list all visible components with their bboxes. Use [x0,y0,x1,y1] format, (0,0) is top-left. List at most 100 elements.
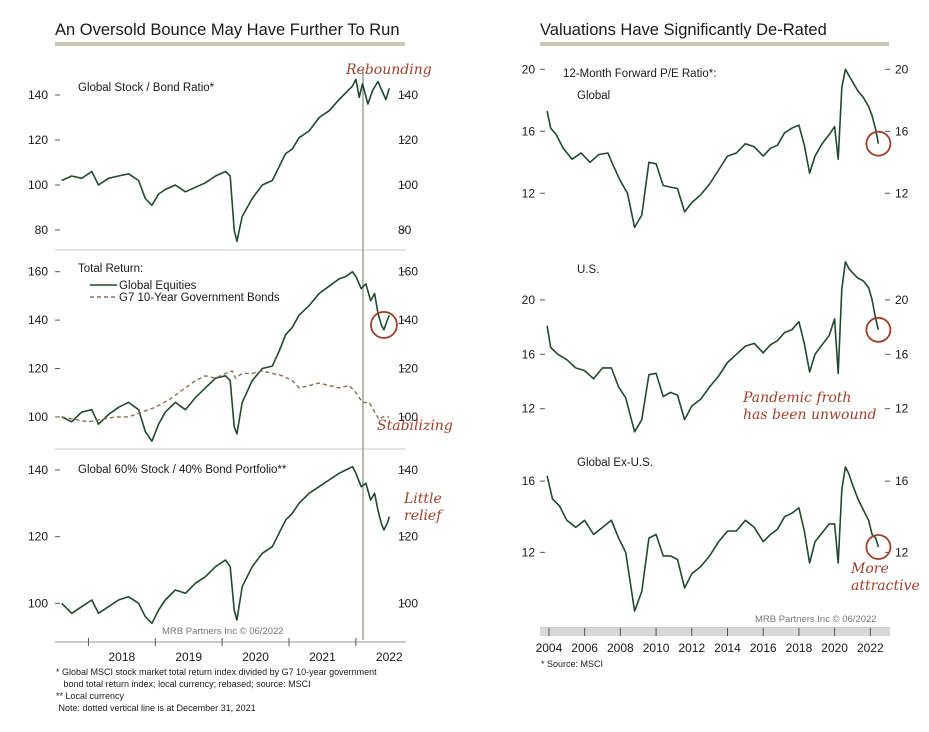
x-tick-label: 2004 [536,641,563,655]
us-pe-chart: U.S. 12 12 16 16 20 20 Pandemic froth has been … [522,260,909,433]
y-tick-label-right: 160 [398,265,418,279]
equities-series-line [546,68,880,229]
global-pe-chart: 12-Month Forward P/E Ratio*: Global 12 12… [522,62,909,229]
equities-series-line [546,260,880,433]
left-x-ticks: 2018 2019 2020 2021 2022 [87,638,403,664]
right-panel-title: Valuations Have Significantly De-Rated [540,21,827,39]
left-copyright: MRB Partners Inc © 06/2022 [162,626,284,637]
highlight-circle [865,316,892,343]
y-tick-label-right: 80 [398,223,412,237]
x-tick-label: 2006 [571,641,598,655]
annotation-text: More attractive [850,561,920,594]
annotation-line: More [850,561,889,577]
x-tick-label: 2019 [175,650,202,664]
footnote-4: Note: dotted vertical line is at Decembe… [56,703,256,713]
right-panel: Valuations Have Significantly De-Rated 2… [522,21,920,669]
y-tick-label-left: 120 [28,530,48,544]
left-title-rule [55,42,405,46]
right-title-rule [540,42,889,46]
x-tick-label: 2018 [109,650,136,664]
legend-bonds-label: G7 10-Year Government Bonds [119,292,280,304]
left-panel-title: An Oversold Bounce May Have Further To R… [55,21,400,39]
total-return-title: Total Return: [78,263,143,275]
global-ex-us-pe-chart: Global Ex-U.S. 12 12 16 16 More attractive [522,457,920,612]
y-tick-label-left: 120 [28,362,48,376]
y-tick-label-right: 12 [895,402,909,416]
pe-chart-title: 12-Month Forward P/E Ratio*: [563,68,716,80]
y-tick-label-right: 100 [398,596,418,610]
y-tick-label-left: 16 [522,474,536,488]
x-tick-label: 2010 [643,641,670,655]
portfolio-60-40-chart: Global 60% Stock / 40% Bond Portfolio** … [28,463,444,625]
annotation-text: Little relief [403,491,444,524]
y-tick-label-left: 20 [522,62,536,76]
total-return-chart: Total Return: Global Equities G7 10-Year… [28,263,453,443]
equities-series-line [546,466,880,612]
highlight-circle [865,130,892,157]
y-tick-label-right: 12 [895,186,909,200]
annotation-line: relief [404,508,444,524]
y-tick-label-right: 16 [895,474,909,488]
y-tick-label-right: 20 [895,293,909,307]
y-tick-label-left: 140 [28,313,48,327]
y-tick-label-left: 140 [28,463,48,477]
y-tick-label-right: 120 [398,530,418,544]
y-tick-label-right: 140 [398,313,418,327]
x-tick-label: 2020 [242,650,269,664]
y-tick-label-left: 12 [522,186,536,200]
y-tick-label-right: 140 [398,463,418,477]
x-tick-label: 2016 [750,641,777,655]
equities-series-line [61,78,391,243]
y-tick-label-left: 100 [28,410,48,424]
bonds-series-line [61,370,390,423]
annotation-text: Rebounding [345,62,432,78]
us-pe-title: U.S. [577,264,599,276]
footnote-2: bond total return index; local currency;… [56,679,311,689]
annotation-line: Rebounding [345,62,432,78]
stock-bond-ratio-chart: Global Stock / Bond Ratio* 80 80 100 100 120… [28,62,432,243]
right-copyright: MRB Partners Inc © 06/2022 [755,614,877,625]
y-tick-label-right: 16 [895,347,909,361]
highlight-circle [370,311,398,339]
x-tick-label: 2020 [821,641,848,655]
annotation-text: Stabilizing [377,418,453,434]
annotation-text: Pandemic froth has been unwound [742,390,876,423]
stock-bond-ratio-title: Global Stock / Bond Ratio* [78,82,215,94]
x-tick-label: 2018 [786,641,813,655]
y-tick-label-left: 12 [522,402,536,416]
footnote-3: ** Local currency [56,691,125,701]
y-tick-label-right: 12 [895,545,909,559]
right-x-axis-band [540,628,890,636]
global-pe-subtitle: Global [577,90,610,102]
annotation-line: Little [403,491,442,507]
y-tick-label-left: 20 [522,293,536,307]
y-tick-label-left: 120 [28,133,48,147]
x-tick-label: 2022 [376,650,403,664]
equities-series-line [61,465,391,625]
y-tick-label-right: 100 [398,178,418,192]
y-tick-label-right: 16 [895,124,909,138]
y-tick-label-left: 140 [28,88,48,102]
y-tick-label-left: 160 [28,265,48,279]
portfolio-60-40-title: Global 60% Stock / 40% Bond Portfolio** [78,464,287,476]
annotation-line: attractive [851,578,920,594]
y-tick-label-right: 100 [398,410,418,424]
global-ex-us-pe-title: Global Ex-U.S. [577,457,653,469]
left-panel: An Oversold Bounce May Have Further To R… [28,21,453,713]
right-x-ticks: 2004 2006 2008 2010 2012 2014 2016 2018 2020 2022 [536,628,884,655]
y-tick-label-right: 120 [398,133,418,147]
y-tick-label-left: 100 [28,178,48,192]
y-tick-label-right: 20 [895,62,909,76]
annotation-line: has been unwound [743,407,876,423]
x-tick-label: 2008 [607,641,634,655]
footnote-1: * Global MSCI stock market total return … [56,667,377,677]
x-tick-label: 2021 [309,650,336,664]
y-tick-label-left: 12 [522,545,536,559]
annotation-line: Stabilizing [377,418,453,434]
right-footnote: * Source: MSCI [541,659,603,669]
y-tick-label-left: 16 [522,347,536,361]
y-tick-label-left: 100 [28,596,48,610]
x-tick-label: 2014 [714,641,741,655]
annotation-line: Pandemic froth [742,390,851,406]
